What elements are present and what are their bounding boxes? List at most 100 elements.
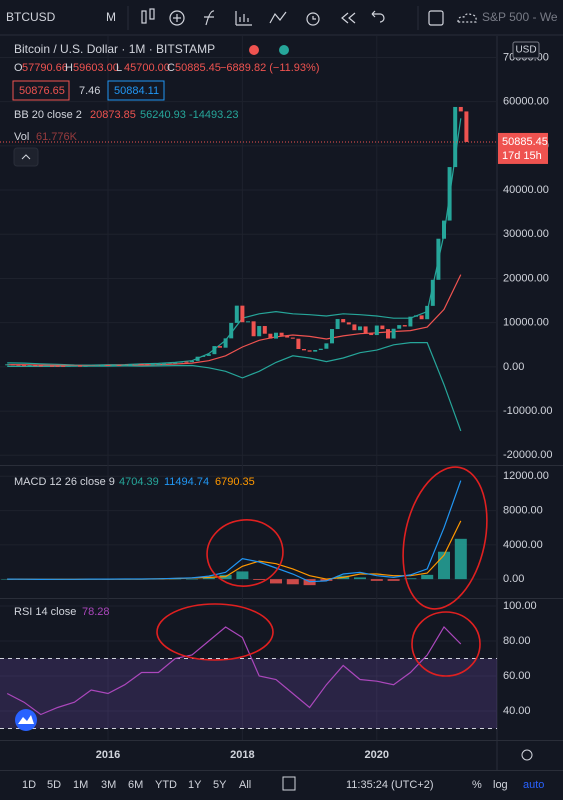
candle-body — [436, 238, 441, 280]
candle-body — [150, 364, 155, 366]
range-button[interactable]: 1D — [22, 779, 36, 791]
collapse-button[interactable] — [13, 147, 39, 167]
macd-histogram-bar — [236, 571, 249, 580]
candle-body — [89, 365, 94, 367]
candle-body — [223, 338, 228, 348]
macd-histogram-bar — [387, 579, 400, 581]
y-tick-label: 10000.00 — [503, 317, 549, 329]
range-button[interactable]: 1M — [73, 779, 88, 791]
candle-body — [38, 365, 43, 367]
candle-body — [134, 363, 138, 365]
candle-body — [414, 315, 418, 317]
candle-body — [369, 333, 374, 336]
candle-body — [5, 364, 10, 366]
candle-body — [167, 362, 172, 364]
range-button[interactable]: 3M — [101, 779, 116, 791]
candle-body — [307, 350, 312, 352]
bid-box[interactable] — [12, 80, 70, 101]
candle-body — [335, 319, 340, 330]
candle-body — [178, 361, 183, 363]
macd-histogram-bar — [286, 579, 299, 585]
candle-body — [33, 365, 38, 367]
candle-body — [240, 305, 245, 323]
candle-body — [447, 167, 452, 221]
candle-body — [173, 362, 178, 364]
candle-body — [274, 332, 278, 339]
percent-toggle[interactable]: % — [472, 779, 482, 791]
candle-body — [234, 305, 239, 323]
symbol[interactable]: BTCUSD — [6, 10, 56, 24]
status-dot — [249, 45, 259, 55]
range-button[interactable]: All — [239, 779, 251, 791]
rsi-title: RSI 14 close — [14, 606, 76, 618]
candle-body — [212, 346, 217, 355]
range-button[interactable]: YTD — [155, 779, 177, 791]
candle-body — [201, 355, 206, 357]
currency-box[interactable] — [512, 41, 540, 59]
candle-body — [16, 364, 21, 366]
candle-body — [380, 325, 385, 330]
candle-body — [117, 364, 122, 366]
y-tick-label: 0.00 — [503, 573, 524, 585]
candle-body — [374, 325, 379, 336]
candle-body — [430, 279, 435, 306]
macd-histogram-bar — [454, 538, 467, 580]
range-button[interactable]: 6M — [128, 779, 143, 791]
candle-body — [44, 365, 49, 367]
candle-body — [285, 335, 290, 338]
macd-histogram-bar — [270, 579, 282, 584]
macd-hist-value: 4704.39 — [119, 476, 159, 488]
change: −6889.82 (−11.93%) — [220, 62, 319, 74]
candle-body — [302, 349, 306, 351]
candle-body — [363, 326, 368, 334]
candle-body — [257, 326, 262, 337]
candle-body — [391, 328, 396, 339]
time-label: 2020 — [365, 749, 389, 761]
candle-body — [61, 365, 66, 367]
candle-body — [122, 364, 127, 366]
ohlc-label: O — [14, 62, 23, 74]
candle-body — [313, 349, 318, 352]
date-range-icon[interactable] — [282, 776, 296, 791]
ohlc-label: C — [167, 62, 175, 74]
candle-body — [358, 326, 362, 331]
auto-toggle[interactable]: auto — [523, 779, 544, 791]
countdown: 17d 15h — [502, 150, 542, 162]
range-button[interactable]: 5Y — [213, 779, 227, 791]
ask-box[interactable] — [107, 80, 165, 101]
range-button[interactable]: 5D — [47, 779, 61, 791]
candle-body — [128, 364, 133, 366]
compare-symbol[interactable]: S&P 500 - We — [482, 10, 558, 24]
macd-value: 11494.74 — [164, 476, 209, 488]
ohlc-value: 57790.66 — [22, 62, 68, 74]
candle-body — [268, 333, 273, 339]
candle-body — [27, 365, 32, 367]
vol-value: 61.776K — [36, 131, 78, 143]
settings-icon[interactable] — [521, 749, 533, 761]
rsi-line — [6, 626, 462, 716]
candle-body — [296, 338, 301, 350]
status-dot — [279, 45, 289, 55]
range-button[interactable]: 1Y — [188, 779, 202, 791]
y-tick-label: 100.00 — [503, 600, 537, 612]
macd-histogram-bar — [169, 578, 182, 580]
log-toggle[interactable]: log — [493, 779, 508, 791]
candle-body — [78, 365, 82, 367]
candle-body — [341, 319, 346, 323]
candle-body — [419, 315, 424, 320]
candle-body — [352, 324, 357, 331]
candle-body — [425, 305, 430, 320]
bb-title: BB 20 close 2 — [14, 109, 82, 121]
macd-histogram-bar — [370, 579, 383, 581]
candle-body — [386, 329, 390, 339]
last-price: 50885.45 — [502, 136, 548, 148]
candle-body — [453, 106, 458, 168]
candle-body — [262, 326, 267, 334]
interval[interactable]: M — [106, 10, 116, 24]
candle-body — [111, 364, 116, 366]
toolbar-icons[interactable] — [141, 8, 477, 26]
y-tick-label: 12000.00 — [503, 470, 549, 482]
candle-body — [290, 337, 295, 339]
candle-body — [206, 354, 211, 356]
candle-body — [100, 364, 105, 366]
